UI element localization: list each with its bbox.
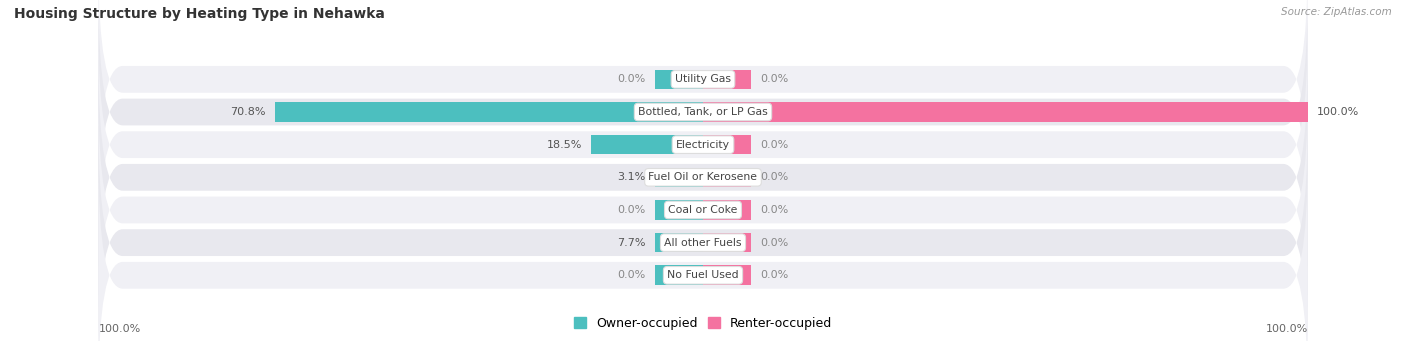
FancyBboxPatch shape: [98, 60, 1308, 295]
FancyBboxPatch shape: [98, 158, 1308, 341]
Text: 0.0%: 0.0%: [761, 270, 789, 280]
Text: 0.0%: 0.0%: [761, 172, 789, 182]
Bar: [703, 102, 1308, 122]
Text: 0.0%: 0.0%: [617, 205, 645, 215]
Text: 18.5%: 18.5%: [547, 140, 582, 150]
Text: 7.7%: 7.7%: [617, 238, 645, 248]
Text: Fuel Oil or Kerosene: Fuel Oil or Kerosene: [648, 172, 758, 182]
Legend: Owner-occupied, Renter-occupied: Owner-occupied, Renter-occupied: [568, 312, 838, 335]
Text: Coal or Coke: Coal or Coke: [668, 205, 738, 215]
Bar: [703, 70, 751, 89]
Bar: [703, 200, 751, 220]
Text: No Fuel Used: No Fuel Used: [668, 270, 738, 280]
Text: 100.0%: 100.0%: [98, 324, 141, 334]
Text: 3.1%: 3.1%: [617, 172, 645, 182]
Text: 100.0%: 100.0%: [1265, 324, 1308, 334]
Bar: [591, 135, 703, 154]
Bar: [703, 233, 751, 252]
Text: 0.0%: 0.0%: [761, 238, 789, 248]
FancyBboxPatch shape: [98, 125, 1308, 341]
Text: 70.8%: 70.8%: [231, 107, 266, 117]
Text: Source: ZipAtlas.com: Source: ZipAtlas.com: [1281, 7, 1392, 17]
Bar: [655, 266, 703, 285]
Bar: [655, 167, 703, 187]
Text: 0.0%: 0.0%: [761, 74, 789, 84]
FancyBboxPatch shape: [98, 93, 1308, 327]
Text: 0.0%: 0.0%: [761, 205, 789, 215]
Text: Housing Structure by Heating Type in Nehawka: Housing Structure by Heating Type in Neh…: [14, 7, 385, 21]
Bar: [655, 200, 703, 220]
Text: 0.0%: 0.0%: [617, 74, 645, 84]
Text: 0.0%: 0.0%: [761, 140, 789, 150]
Bar: [703, 135, 751, 154]
Text: Utility Gas: Utility Gas: [675, 74, 731, 84]
FancyBboxPatch shape: [98, 0, 1308, 229]
FancyBboxPatch shape: [98, 0, 1308, 197]
FancyBboxPatch shape: [98, 27, 1308, 262]
Bar: [703, 167, 751, 187]
Text: All other Fuels: All other Fuels: [664, 238, 742, 248]
Text: Bottled, Tank, or LP Gas: Bottled, Tank, or LP Gas: [638, 107, 768, 117]
Bar: [276, 102, 703, 122]
Bar: [703, 266, 751, 285]
Bar: [655, 70, 703, 89]
Text: 100.0%: 100.0%: [1316, 107, 1358, 117]
Bar: [655, 233, 703, 252]
Text: Electricity: Electricity: [676, 140, 730, 150]
Text: 0.0%: 0.0%: [617, 270, 645, 280]
